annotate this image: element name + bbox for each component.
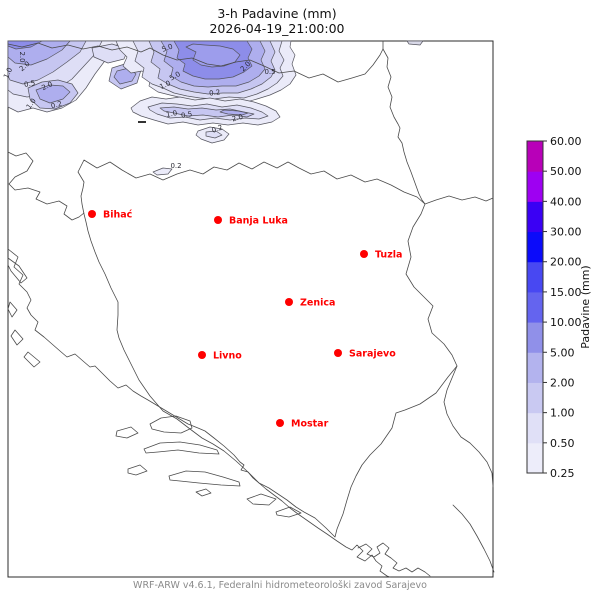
colorbar-tick-label: 15.00: [550, 286, 582, 299]
contour-value-label: 0.5: [180, 110, 192, 120]
colorbar-tick-label: 40.00: [550, 195, 582, 208]
city-dot: [214, 216, 222, 224]
contour-value-label: 2.0: [231, 113, 244, 124]
contour-value-label: 0.2: [50, 100, 63, 111]
colorbar-tick-label: 5.00: [550, 346, 575, 359]
island: [246, 493, 277, 506]
croatia-inland-border: [7, 151, 85, 221]
colorbar-tick-label: 10.00: [550, 316, 582, 329]
contour-fill-5.0: [7, 40, 43, 50]
country-borders: [7, 40, 495, 578]
hungary-border: [7, 42, 384, 83]
colorbar-tick-label: 60.00: [550, 135, 582, 148]
island: [7, 257, 28, 284]
city-dot: [198, 351, 206, 359]
colorbar-segment: [527, 352, 543, 383]
city-markers: Bihać Banja Luka Tuzla Zenica Livno Sarajevo M…: [88, 210, 402, 430]
colorbar-outline: [526, 140, 544, 474]
colorbar-segment: [527, 171, 543, 202]
contour-fill-0.2: [406, 40, 424, 46]
contour-value-label: 0.5: [264, 68, 275, 76]
colorbar-segment: [527, 291, 543, 323]
contour-value-label: 1.0: [165, 109, 177, 119]
city-label: Bihać: [103, 210, 133, 221]
city-label: Zenica: [300, 298, 335, 309]
bosnia-border: [77, 159, 458, 538]
contour-value-label: 1.0: [158, 79, 171, 91]
city-dot: [88, 210, 96, 218]
island-brac: [149, 415, 193, 434]
title-line1: 3-h Padavine (mm): [217, 6, 337, 21]
contour-value-label: 0.5: [23, 79, 35, 89]
city-label: Sarajevo: [349, 349, 396, 360]
city-dot: [360, 250, 368, 258]
colorbar-tick-label: 20.00: [550, 256, 582, 269]
title-line2: 2026-04-19_21:00:00: [209, 21, 345, 36]
contour-value-label: 2.0: [18, 51, 26, 62]
colorbar-segment: [527, 201, 543, 233]
contour-value-label: 0.2: [211, 123, 224, 134]
plot-title: 3-h Padavine (mm) 2026-04-19_21:00:00: [0, 6, 554, 36]
city-label: Banja Luka: [229, 216, 288, 227]
city-dot: [334, 349, 342, 357]
kotor-bay-coast: [357, 542, 431, 577]
colorbar-tick-label: 0.25: [550, 467, 575, 480]
danube-border: [382, 48, 426, 205]
adriatic-coastline: [7, 248, 391, 578]
footer-credit: WRF-ARW v4.6.1, Federalni hidrometeorolo…: [133, 580, 427, 591]
contour-fill-0.2: [152, 167, 173, 176]
montenegro-serbia-border: [443, 365, 494, 488]
contour-value-label: 0.2: [170, 162, 181, 170]
city-dot: [276, 419, 284, 427]
city-label: Tuzla: [375, 250, 402, 261]
montenegro-border-south: [452, 504, 495, 573]
colorbar-tick-label: 1.00: [550, 407, 575, 420]
city-dot: [285, 298, 293, 306]
contour-fill-0.5: [205, 130, 223, 139]
island: [115, 426, 139, 439]
island: [7, 301, 18, 318]
island-hvar: [143, 441, 220, 455]
colorbar-segment: [527, 261, 543, 293]
map-frame: [7, 40, 494, 578]
colorbar: 0.25 0.50 1.00 2.00 5.00 10.00 15.00 20.00 30.00…: [526, 135, 592, 480]
island-mljet: [275, 506, 302, 518]
colorbar-axis-label: Padavine (mm): [579, 265, 592, 348]
colorbar-segment: [527, 412, 543, 444]
colorbar-segment: [527, 141, 543, 172]
colorbar-tick-label: 50.00: [550, 165, 582, 178]
island: [23, 351, 41, 368]
colorbar-segment: [527, 231, 543, 263]
island: [10, 329, 24, 346]
colorbar-tick-label: 2.00: [550, 376, 575, 389]
island-korcula: [168, 470, 241, 487]
city-label: Livno: [213, 351, 242, 362]
contour-value-label: 5.0: [161, 42, 174, 53]
precipitation-contours: [7, 40, 424, 176]
contour-fill-2.0: [35, 84, 71, 104]
contour-value-label: 0.2: [209, 88, 221, 97]
contour-fill-2.0: [219, 109, 249, 116]
contour-value-label: 1.0: [2, 66, 14, 79]
colorbar-segment: [527, 382, 543, 414]
island: [127, 464, 148, 476]
colorbar-tick-label: 0.50: [550, 437, 575, 450]
contour-value-label: 2.0: [40, 80, 53, 92]
colorbar-segment: [527, 442, 543, 474]
city-label: Mostar: [291, 419, 329, 430]
colorbar-segment: [527, 322, 543, 353]
colorbar-tick-label: 30.00: [550, 226, 582, 239]
island: [195, 488, 212, 497]
sava-east-border: [424, 195, 494, 205]
